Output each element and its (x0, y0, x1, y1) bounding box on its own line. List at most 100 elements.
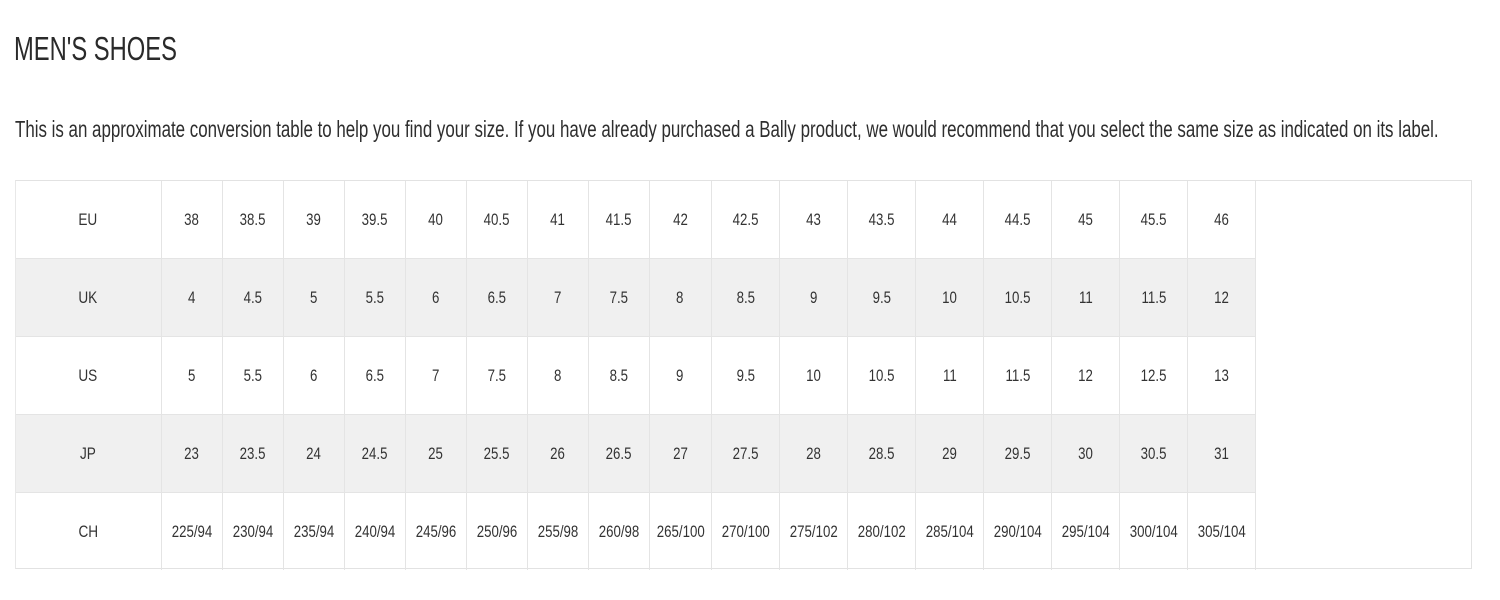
size-cell: 25 (405, 414, 467, 493)
size-value: 11.5 (1005, 365, 1030, 385)
size-value: 23.5 (239, 443, 266, 463)
size-row-us: US 5 5.5 6 6.5 7 7.5 8 8.5 9 9.5 10 10.5 11 11.5 12 12.5… (16, 336, 1256, 415)
size-value: 29 (942, 443, 957, 463)
size-cell: 4 (161, 258, 223, 337)
size-value: 31 (1214, 443, 1229, 463)
size-cell: 280/102 (847, 492, 916, 570)
row-label: CH (78, 521, 99, 541)
size-cell: 230/94 (222, 492, 284, 570)
size-value: 44 (942, 209, 957, 229)
size-cell: 39.5 (344, 181, 406, 259)
size-value: 42.5 (732, 209, 759, 229)
size-cell: 5.5 (344, 258, 406, 337)
row-label: EU (78, 209, 98, 229)
size-value: 41.5 (605, 209, 632, 229)
size-cell: 42 (649, 181, 712, 259)
size-value: 6.5 (487, 287, 506, 307)
size-value: 12 (1214, 287, 1229, 307)
size-cell: 28 (779, 414, 848, 493)
size-cell: 29 (915, 414, 984, 493)
size-cell: 255/98 (527, 492, 589, 570)
size-value: 5.5 (365, 287, 384, 307)
size-conversion-table-container: EU 38 38.5 39 39.5 40 40.5 41 41.5 42 42.5 43 43.5 44… (15, 180, 1472, 570)
size-value: 5 (309, 287, 318, 307)
size-cell: 260/98 (588, 492, 650, 570)
size-row-ch: CH 225/94 230/94 235/94 240/94 245/96 250/96 25… (16, 492, 1256, 570)
size-cell: 43 (779, 181, 848, 259)
size-cell: 8 (649, 258, 712, 337)
size-value: 5.5 (243, 365, 262, 385)
size-value: 24 (306, 443, 321, 463)
size-value: 10.5 (1004, 287, 1031, 307)
size-value: 41 (550, 209, 565, 229)
row-label-cell: UK (16, 258, 162, 337)
size-value: 39 (306, 209, 321, 229)
size-cell: 11 (1051, 258, 1120, 337)
size-value: 38.5 (239, 209, 266, 229)
size-value: 4.5 (243, 287, 262, 307)
size-value: 10 (942, 287, 957, 307)
size-value: 26.5 (605, 443, 632, 463)
size-value: 6 (309, 365, 318, 385)
size-cell: 8.5 (588, 336, 650, 415)
size-cell: 7 (527, 258, 589, 337)
size-value: 245/96 (415, 521, 456, 541)
size-row-uk: UK 4 4.5 5 5.5 6 6.5 7 7.5 8 8.5 9 9.5 10 10.5 11 11.5 12 (16, 258, 1256, 337)
size-cell: 31 (1187, 414, 1256, 493)
size-cell: 245/96 (405, 492, 467, 570)
size-value: 43 (806, 209, 821, 229)
size-cell: 30 (1051, 414, 1120, 493)
size-cell: 7.5 (466, 336, 528, 415)
size-value: 43.5 (868, 209, 895, 229)
size-cell: 6 (405, 258, 467, 337)
size-value: 12 (1078, 365, 1093, 385)
size-value: 46 (1214, 209, 1229, 229)
size-cell: 7 (405, 336, 467, 415)
size-value: 24.5 (361, 443, 388, 463)
size-value: 13 (1214, 365, 1229, 385)
page-title: MEN'S SHOES (14, 30, 177, 67)
size-cell: 11.5 (983, 336, 1052, 415)
size-value: 275/102 (789, 521, 838, 541)
size-cell: 6 (283, 336, 345, 415)
size-value: 25 (428, 443, 443, 463)
size-cell: 225/94 (161, 492, 223, 570)
size-cell: 275/102 (779, 492, 848, 570)
size-value: 4 (187, 287, 196, 307)
size-value: 9 (676, 365, 684, 385)
size-value: 12.5 (1140, 365, 1167, 385)
size-cell: 270/100 (711, 492, 780, 570)
size-value: 25.5 (483, 443, 510, 463)
size-cell: 285/104 (915, 492, 984, 570)
size-cell: 10 (779, 336, 848, 415)
size-cell: 305/104 (1187, 492, 1256, 570)
size-value: 40.5 (483, 209, 510, 229)
row-label: UK (78, 287, 98, 307)
size-cell: 235/94 (283, 492, 345, 570)
size-value: 295/104 (1061, 521, 1110, 541)
size-cell: 40.5 (466, 181, 528, 259)
size-cell: 45.5 (1119, 181, 1188, 259)
size-value: 250/96 (476, 521, 517, 541)
size-value: 280/102 (857, 521, 906, 541)
size-value: 305/104 (1197, 521, 1246, 541)
size-value: 290/104 (993, 521, 1042, 541)
row-label-cell: JP (16, 414, 162, 493)
size-value: 235/94 (293, 521, 334, 541)
size-cell: 13 (1187, 336, 1256, 415)
size-cell: 5 (283, 258, 345, 337)
size-cell: 40 (405, 181, 467, 259)
size-value: 7 (553, 287, 562, 307)
size-conversion-table: EU 38 38.5 39 39.5 40 40.5 41 41.5 42 42.5 43 43.5 44… (16, 181, 1256, 570)
size-value: 11 (1078, 287, 1093, 307)
size-cell: 43.5 (847, 181, 916, 259)
row-label-cell: CH (16, 492, 162, 570)
size-cell: 295/104 (1051, 492, 1120, 570)
size-value: 26 (550, 443, 565, 463)
size-cell: 9 (649, 336, 712, 415)
size-value: 300/104 (1129, 521, 1178, 541)
size-value: 45.5 (1140, 209, 1167, 229)
size-cell: 29.5 (983, 414, 1052, 493)
size-cell: 12 (1051, 336, 1120, 415)
row-label: JP (80, 443, 97, 463)
